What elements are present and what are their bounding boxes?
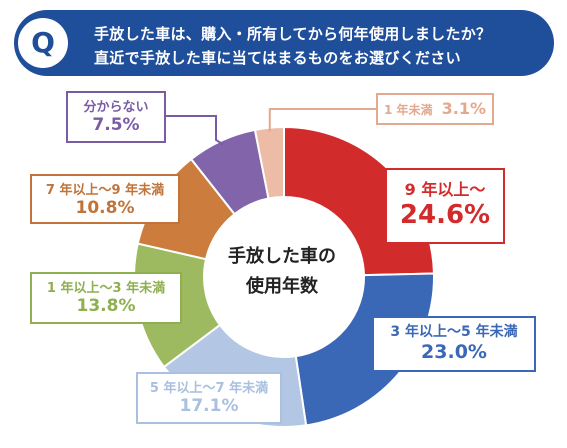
question-banner: Q 手放した車は、購入・所有してから何年使用しましたか？ 直近で手放した車に当て… bbox=[14, 10, 554, 76]
label-category: 1 年未満 bbox=[384, 103, 433, 117]
label-value: 23.0% bbox=[421, 341, 487, 363]
label-value: 17.1% bbox=[179, 396, 239, 416]
leader-unknown bbox=[166, 115, 224, 146]
label-category: 7 年以上～9 年未満 bbox=[45, 183, 165, 198]
slice-under-1-year bbox=[253, 125, 285, 200]
label-value: 7.5% bbox=[92, 115, 140, 135]
question-badge: Q bbox=[18, 18, 68, 68]
label-value: 3.1% bbox=[441, 99, 486, 118]
label-3-to-5-years: 3 年以上～5 年未満 23.0% bbox=[372, 316, 536, 372]
label-7-to-9-years: 7 年以上～9 年未満 10.8% bbox=[30, 174, 180, 224]
label-value: 10.8% bbox=[75, 198, 135, 218]
label-1-to-3-years: 1 年以上～3 年未満 13.8% bbox=[30, 272, 182, 324]
center-label-line-2: 使用年数 bbox=[246, 276, 318, 297]
label-value: 24.6% bbox=[399, 200, 491, 230]
leader-lines bbox=[166, 108, 376, 146]
label-5-to-7-years: 5 年以上～7 年未満 17.1% bbox=[136, 372, 282, 424]
label-under-1-year: 1 年未満 3.1% bbox=[376, 93, 494, 125]
label-category: 5 年以上～7 年未満 bbox=[149, 381, 269, 396]
question-line-2: 直近で手放した車に当てはまるものをお選びください bbox=[94, 49, 461, 67]
label-category: 3 年以上～5 年未満 bbox=[390, 324, 518, 340]
center-label-line-1: 手放した車の bbox=[228, 246, 336, 267]
label-unknown: 分からない 7.5% bbox=[66, 91, 166, 143]
label-category: 分からない bbox=[83, 100, 149, 115]
label-9-years-plus: 9 年以上～ 24.6% bbox=[385, 168, 505, 244]
question-badge-letter: Q bbox=[31, 26, 55, 59]
label-category: 9 年以上～ bbox=[404, 180, 486, 199]
question-line-1: 手放した車は、購入・所有してから何年使用しましたか？ bbox=[94, 25, 492, 43]
leader-under-1-year bbox=[268, 108, 376, 132]
label-category: 1 年以上～3 年未満 bbox=[46, 281, 166, 296]
chart-center-label: 手放した車の 使用年数 bbox=[207, 242, 357, 302]
label-value: 13.8% bbox=[76, 296, 136, 316]
